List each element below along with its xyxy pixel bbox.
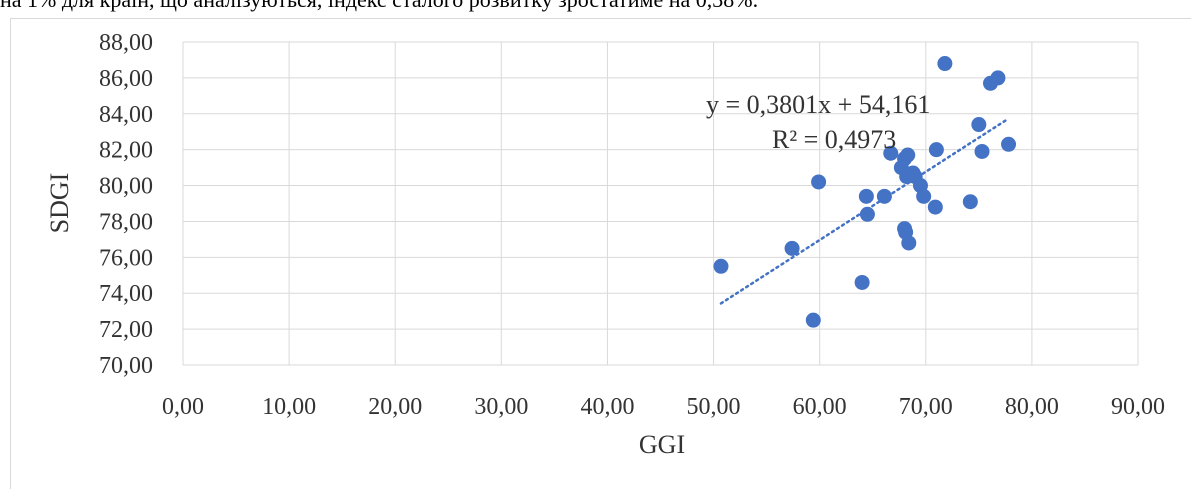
y-tick-label: 86,00 bbox=[99, 66, 153, 92]
y-tick-label: 84,00 bbox=[99, 102, 153, 128]
trend-equation-label: y = 0,3801x + 54,161 bbox=[706, 90, 930, 119]
data-point bbox=[883, 145, 899, 161]
data-point bbox=[971, 117, 987, 133]
data-point bbox=[859, 206, 875, 222]
y-tick-label: 78,00 bbox=[99, 209, 153, 235]
y-axis-title: SDGI bbox=[45, 173, 74, 234]
x-axis-title: GGI bbox=[639, 430, 685, 459]
y-tick-label: 88,00 bbox=[99, 30, 153, 56]
x-tick-label: 70,00 bbox=[899, 394, 953, 420]
x-tick-label: 10,00 bbox=[262, 394, 316, 420]
y-tick-label: 72,00 bbox=[99, 317, 153, 343]
data-point bbox=[937, 56, 953, 72]
chart-frame bbox=[10, 18, 1191, 489]
y-tick-labels: 70,00 72,00 74,00 76,00 78,00 80,00 82,00 84,00… bbox=[99, 30, 153, 379]
x-tick-label: 0,00 bbox=[162, 394, 204, 420]
x-tick-label: 50,00 bbox=[687, 394, 741, 420]
r-squared-label: R² = 0,4973 bbox=[772, 125, 896, 154]
x-tick-label: 90,00 bbox=[1111, 394, 1165, 420]
data-point bbox=[962, 194, 978, 210]
data-point bbox=[713, 258, 729, 274]
data-point bbox=[876, 188, 892, 204]
x-tick-label: 80,00 bbox=[1005, 394, 1059, 420]
y-tick-label: 74,00 bbox=[99, 281, 153, 307]
context-text: на 1% для країн, що аналізуються, індекс… bbox=[0, 0, 758, 13]
data-point bbox=[901, 235, 917, 251]
x-tick-label: 60,00 bbox=[793, 394, 847, 420]
grid-lines bbox=[182, 41, 1139, 366]
data-point bbox=[811, 174, 827, 190]
data-points bbox=[713, 56, 1017, 328]
x-tick-labels: 0,00 10,00 20,00 30,00 40,00 50,00 60,00 70,00 8… bbox=[162, 394, 1165, 420]
y-tick-label: 76,00 bbox=[99, 245, 153, 271]
y-tick-label: 82,00 bbox=[99, 138, 153, 164]
data-point bbox=[805, 312, 821, 328]
data-point bbox=[990, 70, 1006, 86]
data-point bbox=[927, 199, 943, 215]
data-point bbox=[916, 188, 932, 204]
data-point bbox=[928, 142, 944, 158]
data-point bbox=[858, 188, 874, 204]
x-tick-label: 20,00 bbox=[368, 394, 422, 420]
x-tick-label: 40,00 bbox=[580, 394, 634, 420]
y-tick-label: 80,00 bbox=[99, 174, 153, 200]
x-tick-label: 30,00 bbox=[474, 394, 528, 420]
data-point bbox=[974, 143, 990, 159]
data-point bbox=[1001, 136, 1017, 152]
data-point bbox=[900, 147, 916, 163]
data-point bbox=[854, 274, 870, 290]
data-point bbox=[784, 240, 800, 256]
y-tick-label: 70,00 bbox=[99, 353, 153, 379]
